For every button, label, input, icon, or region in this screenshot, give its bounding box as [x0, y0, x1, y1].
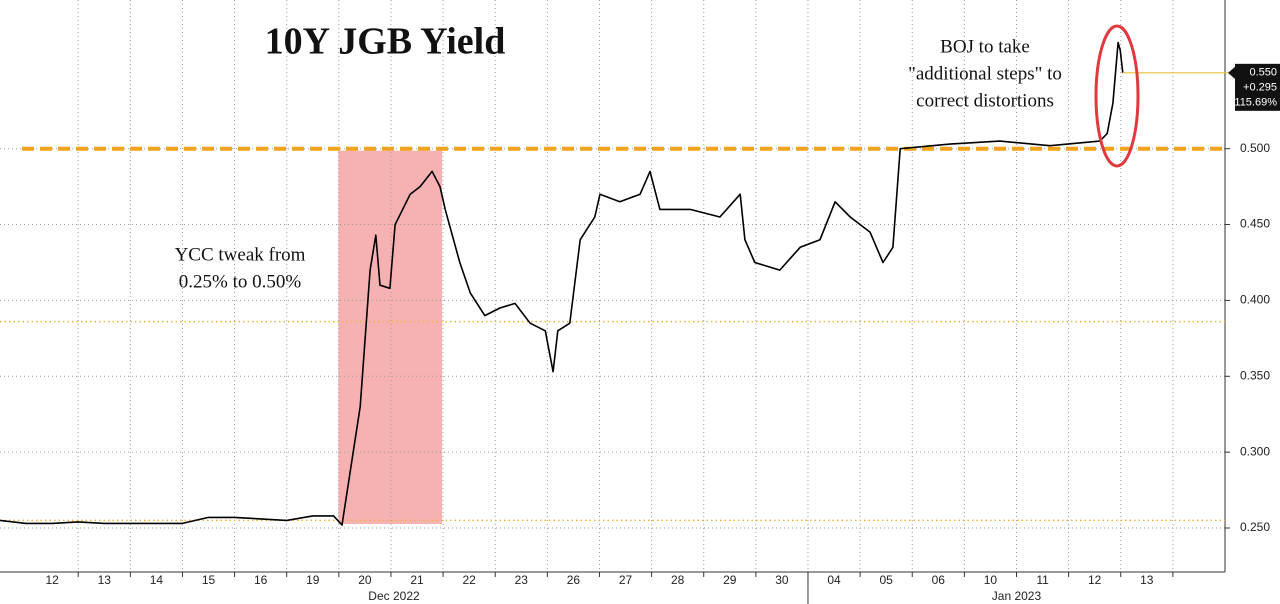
last-value-label: 0.550 — [1249, 67, 1277, 79]
annotation: correct distortions — [916, 90, 1054, 111]
x-tick-label: 13 — [98, 573, 112, 587]
x-tick-label: 16 — [254, 573, 268, 587]
x-tick-label: 23 — [515, 573, 529, 587]
x-tick-label: 11 — [1036, 573, 1049, 587]
annotation: YCC tweak from — [175, 244, 306, 265]
x-tick-label: 14 — [150, 573, 164, 587]
line-series — [0, 41, 1124, 526]
x-tick-label: 12 — [1088, 573, 1102, 587]
x-tick-label: 27 — [619, 573, 633, 587]
x-group-label: Dec 2022 — [368, 589, 420, 603]
y-tick-label: 0.450 — [1240, 217, 1270, 231]
last-value-change: +0.295 — [1243, 82, 1277, 94]
highlight-ellipse — [1094, 24, 1140, 168]
last-value-box — [1235, 63, 1280, 111]
x-tick-label: 22 — [462, 573, 476, 587]
x-tick-label: 05 — [879, 573, 893, 587]
y-tick-label: 0.250 — [1240, 520, 1270, 534]
last-value-pointer — [1228, 66, 1235, 79]
x-tick-label: 26 — [567, 573, 581, 587]
annotation: "additional steps" to — [908, 63, 1062, 84]
annotation: BOJ to take — [940, 36, 1030, 57]
y-tick-label: 0.500 — [1240, 141, 1270, 155]
x-tick-label: 21 — [410, 573, 424, 587]
x-tick-label: 20 — [358, 573, 372, 587]
y-tick-label: 0.300 — [1240, 444, 1270, 458]
y-tick-label: 0.400 — [1240, 293, 1270, 307]
x-tick-label: 29 — [723, 573, 737, 587]
x-tick-label: 19 — [306, 573, 320, 587]
chart-title: 10Y JGB Yield — [265, 21, 506, 63]
x-tick-label: 04 — [827, 573, 841, 587]
x-tick-label: 15 — [202, 573, 216, 587]
x-tick-label: 12 — [45, 573, 59, 587]
y-tick-label: 0.350 — [1240, 368, 1270, 382]
x-tick-label: 30 — [775, 573, 789, 587]
x-tick-label: 13 — [1140, 573, 1154, 587]
x-tick-label: 10 — [984, 573, 998, 587]
x-tick-label: 28 — [671, 573, 685, 587]
last-value-change-pct: 115.69% — [1234, 97, 1277, 109]
x-group-label: Jan 2023 — [992, 589, 1042, 603]
x-tick-label: 06 — [932, 573, 946, 587]
shaded-region — [338, 150, 443, 525]
annotation: 0.25% to 0.50% — [179, 271, 302, 292]
